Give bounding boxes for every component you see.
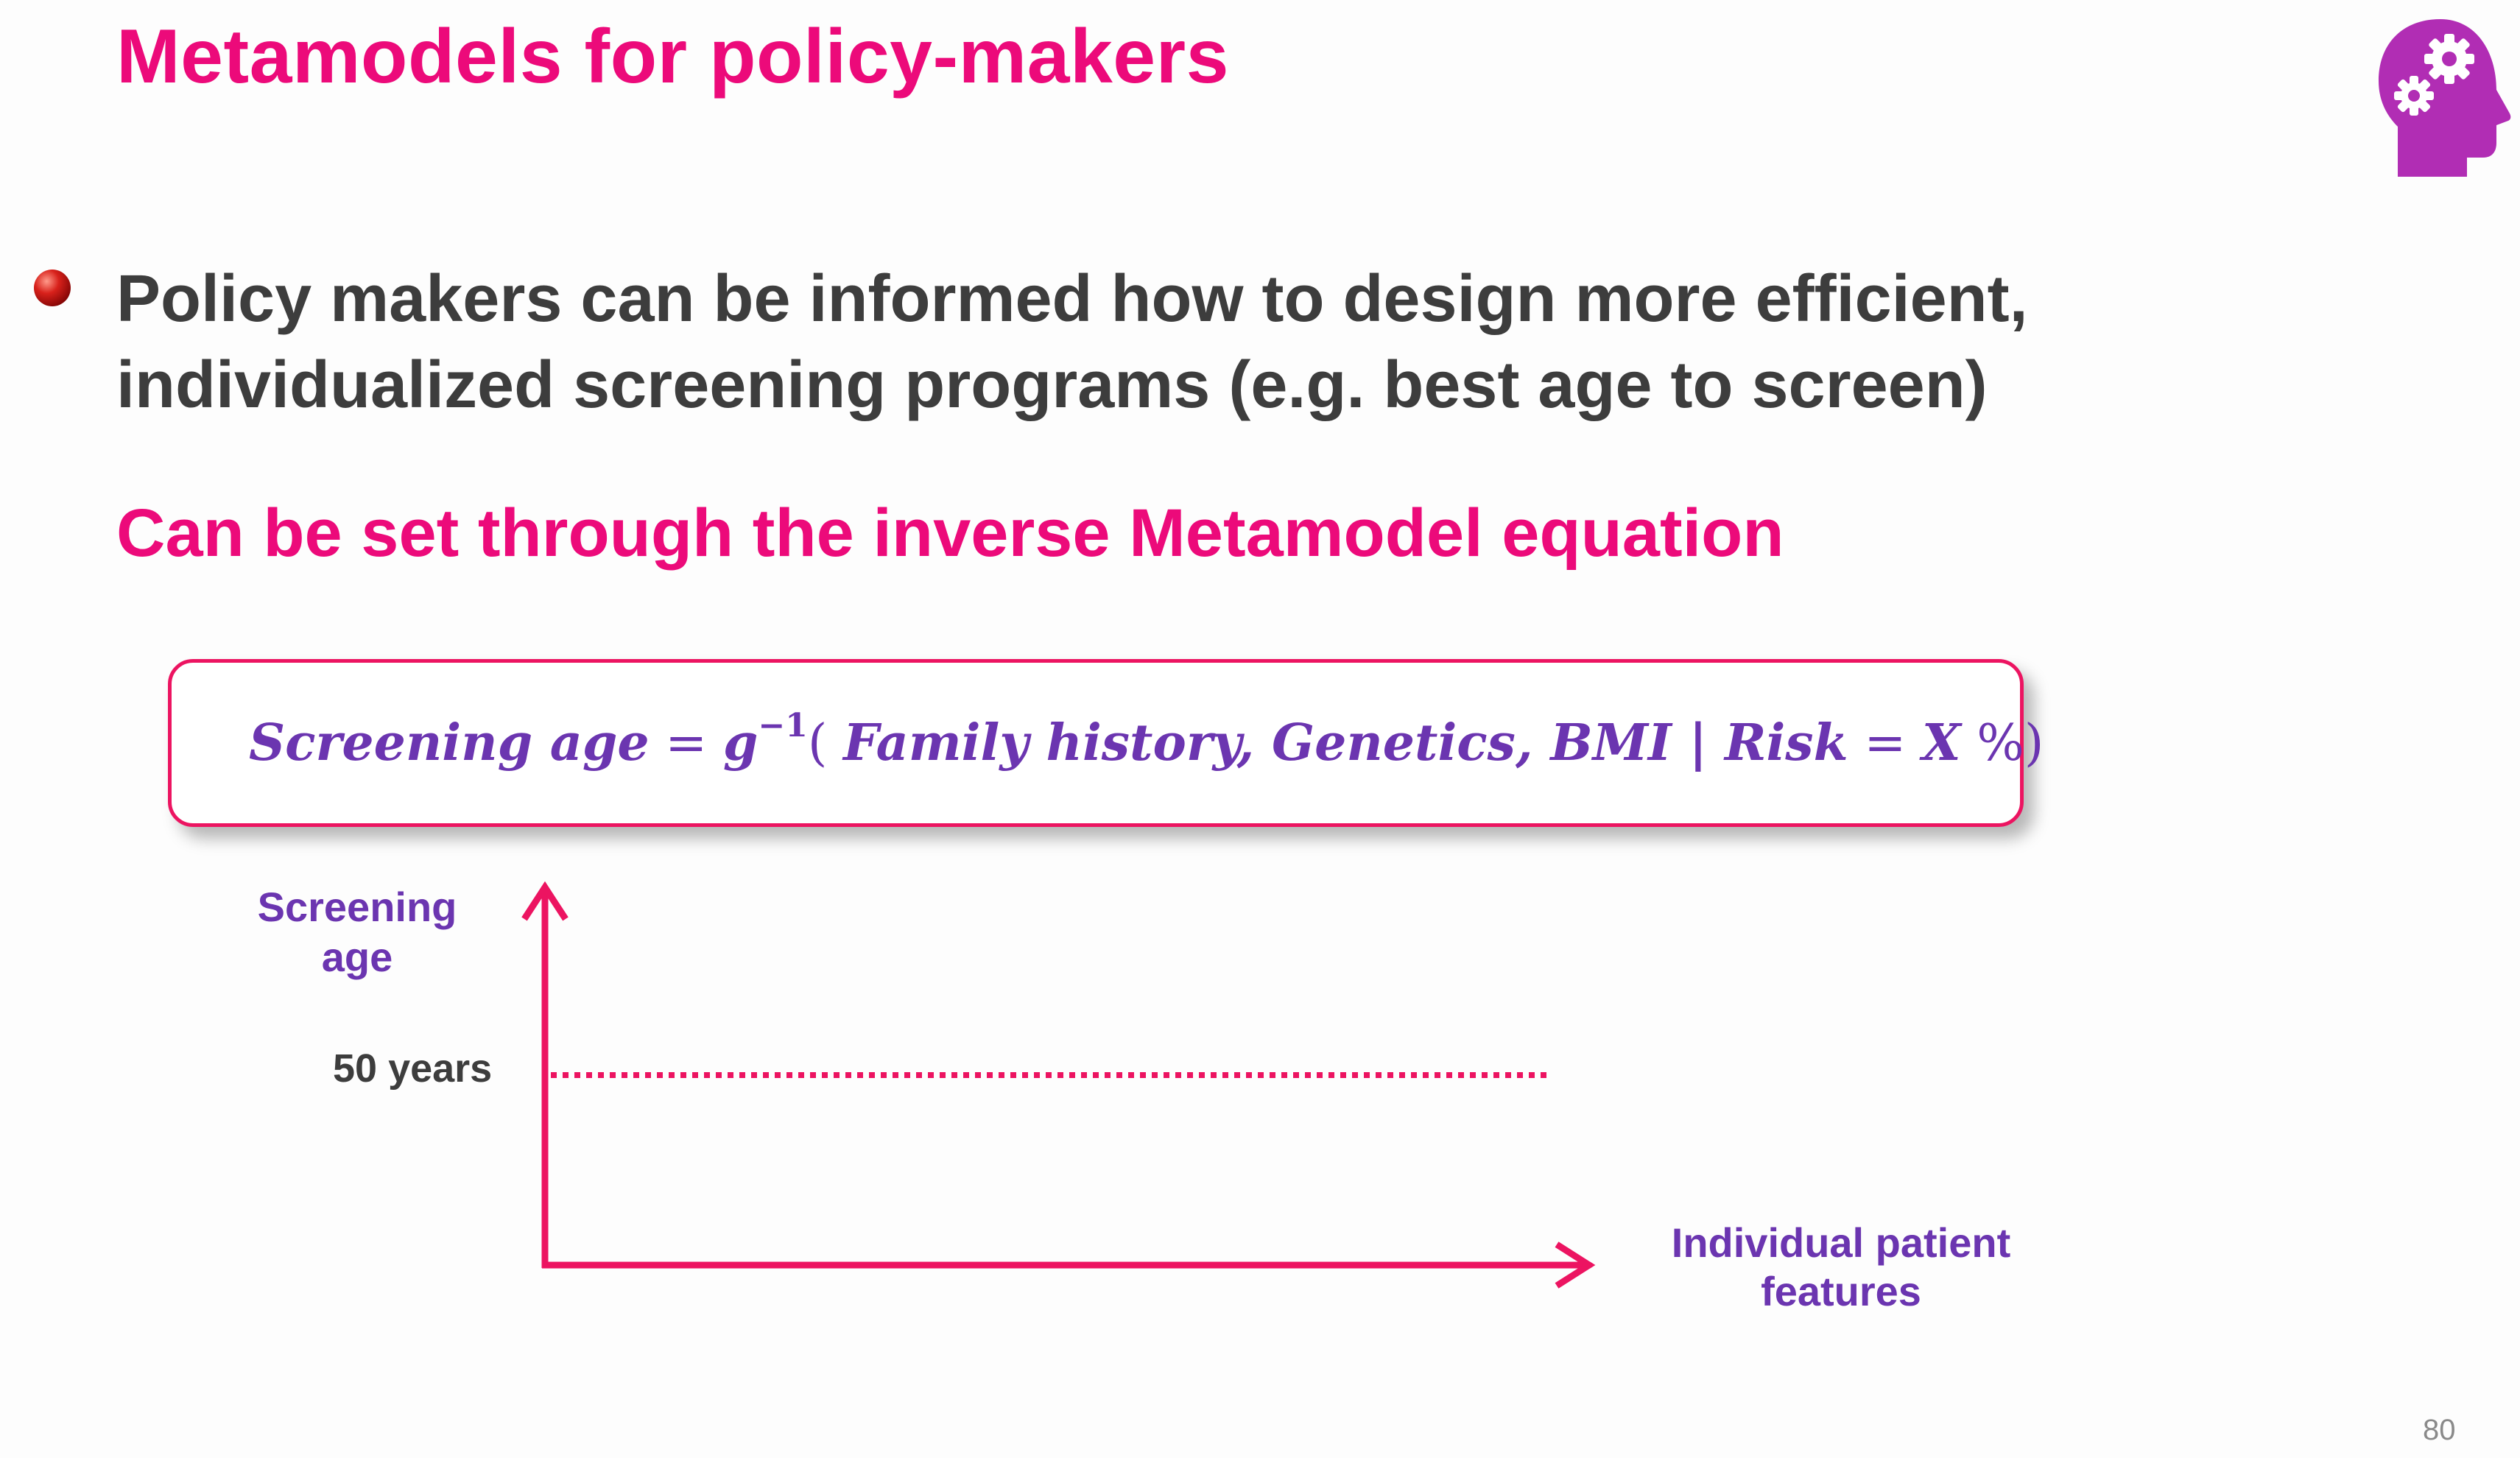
page-number: 80 <box>2423 1414 2456 1446</box>
equation-x: X <box>1921 714 1961 772</box>
equation-function: g <box>722 714 759 772</box>
y-axis-label-line-2: age <box>321 934 393 980</box>
y-axis-label: Screening age <box>236 882 479 982</box>
equation-box: Screening age = g−1( Family history, Gen… <box>168 659 2044 827</box>
x-axis-label-line-2: features <box>1761 1268 1921 1314</box>
x-axis-label-line-1: Individual patient <box>1671 1219 2011 1266</box>
equation-inverse-superscript: −1 <box>758 707 808 744</box>
slide-title: Metamodels for policy-makers <box>116 14 1229 99</box>
equation-equals-2: = <box>1848 714 1922 772</box>
bullet-icon <box>34 270 71 306</box>
y-axis-label-line-1: Screening <box>257 884 457 930</box>
x-axis-label: Individual patient features <box>1650 1219 2032 1316</box>
bullet-line-1: Policy makers can be informed how to des… <box>116 262 2028 336</box>
equation-equals: = <box>649 714 723 772</box>
bullet-text: Policy makers can be informed how to des… <box>116 256 2399 429</box>
fifty-years-label: 50 years <box>333 1046 493 1091</box>
head-with-gears-icon <box>2379 19 2511 177</box>
x-axis-arrowhead <box>1555 1242 1596 1289</box>
equation-arguments: Family history, Genetics, BMI | Risk <box>843 714 1848 772</box>
y-axis-arrowhead <box>521 881 569 921</box>
bullet-line-2: individualized screening programs (e.g. … <box>116 348 1988 422</box>
equation-open-paren: ( <box>807 714 844 772</box>
equation-percent: %) <box>1960 714 2044 772</box>
subheading: Can be set through the inverse Metamodel… <box>116 496 1784 571</box>
equation-lhs: Screening age <box>249 714 650 772</box>
inverse-metamodel-equation: Screening age = g−1( Family history, Gen… <box>249 707 2044 772</box>
